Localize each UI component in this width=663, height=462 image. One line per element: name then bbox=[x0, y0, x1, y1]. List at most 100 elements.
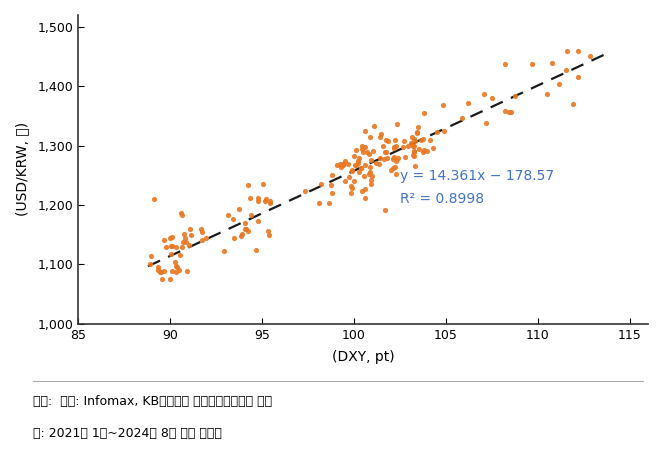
Point bbox=[170, 269, 181, 276]
Point bbox=[227, 216, 238, 223]
Point bbox=[167, 234, 178, 241]
Point bbox=[157, 275, 168, 283]
Point bbox=[387, 156, 398, 163]
Point bbox=[332, 161, 343, 169]
Point bbox=[399, 153, 410, 160]
Point bbox=[381, 148, 392, 155]
Point bbox=[340, 177, 351, 185]
Point bbox=[240, 219, 251, 227]
Point bbox=[487, 95, 497, 102]
Point bbox=[324, 199, 334, 206]
Point bbox=[383, 138, 394, 145]
Point bbox=[422, 147, 432, 154]
Point bbox=[392, 154, 403, 162]
Point bbox=[349, 177, 360, 185]
Point bbox=[185, 225, 196, 232]
Point bbox=[399, 137, 410, 144]
Point bbox=[365, 156, 376, 163]
Point bbox=[386, 166, 396, 174]
Point bbox=[242, 181, 253, 188]
Point bbox=[158, 267, 169, 274]
Text: 자료:  자료: Infomax, KB국민은행 자본시장사업그룹 추정: 자료: 자료: Infomax, KB국민은행 자본시장사업그룹 추정 bbox=[33, 395, 272, 408]
Point bbox=[347, 166, 357, 173]
Point bbox=[354, 154, 365, 161]
Point bbox=[196, 237, 207, 244]
Point bbox=[170, 262, 181, 270]
Point bbox=[165, 234, 176, 242]
Point bbox=[379, 155, 390, 163]
Text: 주: 2021년 1월~2024년 8월 주간 평균치: 주: 2021년 1월~2024년 8월 주간 평균치 bbox=[33, 427, 222, 440]
Point bbox=[364, 168, 375, 176]
Point bbox=[253, 195, 263, 202]
Point bbox=[480, 120, 491, 127]
Point bbox=[398, 143, 408, 151]
Point bbox=[572, 73, 583, 80]
Point bbox=[391, 142, 401, 150]
Point bbox=[409, 152, 420, 159]
Point bbox=[356, 164, 367, 171]
Point bbox=[412, 123, 423, 131]
Point bbox=[149, 196, 159, 203]
Point bbox=[236, 230, 247, 237]
Point bbox=[360, 195, 371, 202]
Point bbox=[389, 145, 399, 152]
Point bbox=[457, 114, 467, 121]
Point bbox=[350, 161, 361, 169]
Point bbox=[418, 135, 429, 142]
Point bbox=[326, 181, 336, 188]
Point bbox=[186, 231, 197, 238]
Point bbox=[353, 168, 364, 176]
Point bbox=[425, 136, 436, 144]
Point bbox=[167, 243, 178, 250]
Point bbox=[585, 52, 595, 59]
Point bbox=[408, 142, 418, 149]
Point bbox=[428, 144, 438, 152]
Point bbox=[392, 120, 402, 128]
Point bbox=[326, 189, 337, 196]
Point bbox=[363, 170, 374, 177]
Point bbox=[360, 162, 371, 169]
Point bbox=[300, 188, 310, 195]
Point bbox=[402, 142, 413, 149]
Point bbox=[408, 135, 419, 143]
Point bbox=[241, 225, 252, 232]
Point bbox=[412, 128, 423, 136]
Point bbox=[359, 143, 370, 150]
Point bbox=[165, 275, 176, 283]
Point bbox=[379, 149, 390, 156]
Point bbox=[235, 233, 246, 240]
Point bbox=[413, 146, 424, 153]
Point bbox=[172, 264, 182, 271]
Point bbox=[378, 142, 389, 150]
Point bbox=[388, 164, 398, 172]
Point bbox=[389, 154, 399, 161]
Point bbox=[166, 243, 176, 250]
Point bbox=[509, 92, 520, 100]
Point bbox=[167, 267, 178, 274]
Point bbox=[409, 147, 420, 154]
Point bbox=[229, 234, 240, 242]
Point bbox=[156, 268, 166, 276]
Point bbox=[367, 172, 377, 180]
Point bbox=[253, 217, 263, 225]
Point bbox=[438, 101, 449, 109]
Point bbox=[416, 136, 426, 144]
Point bbox=[159, 236, 170, 243]
Point bbox=[408, 152, 418, 159]
Point bbox=[177, 243, 188, 250]
Point bbox=[265, 197, 276, 205]
Point bbox=[526, 61, 537, 68]
Point bbox=[365, 164, 375, 171]
Point bbox=[178, 230, 189, 237]
Point bbox=[363, 150, 374, 158]
Point bbox=[218, 248, 229, 255]
Point bbox=[351, 146, 362, 154]
Point bbox=[382, 154, 392, 162]
Point bbox=[568, 101, 578, 108]
Point bbox=[264, 232, 274, 239]
Point bbox=[145, 261, 156, 268]
Point bbox=[263, 228, 273, 235]
Point bbox=[340, 158, 351, 165]
Point bbox=[345, 182, 356, 189]
Point bbox=[175, 251, 186, 259]
